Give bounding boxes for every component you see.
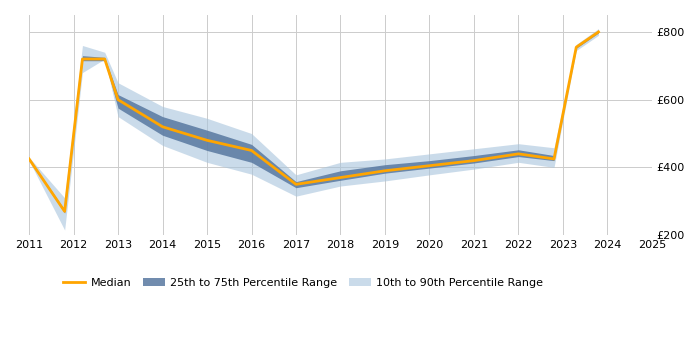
Median — [25, 157, 34, 161]
Legend: Median, 25th to 75th Percentile Range, 10th to 90th Percentile Range: Median, 25th to 75th Percentile Range, 1… — [58, 274, 548, 293]
Median — [158, 125, 167, 129]
Median — [78, 57, 87, 61]
Median — [247, 148, 256, 153]
Median — [594, 30, 603, 34]
Median — [101, 57, 109, 61]
Median — [114, 98, 122, 102]
Median — [550, 157, 558, 161]
Median — [336, 175, 344, 180]
Median — [60, 209, 69, 214]
Median — [203, 138, 211, 142]
Median — [572, 45, 580, 49]
Median — [514, 152, 523, 156]
Median — [426, 163, 434, 168]
Median — [381, 169, 389, 173]
Line: Median: Median — [29, 32, 598, 211]
Median — [292, 182, 300, 187]
Median — [470, 159, 478, 163]
